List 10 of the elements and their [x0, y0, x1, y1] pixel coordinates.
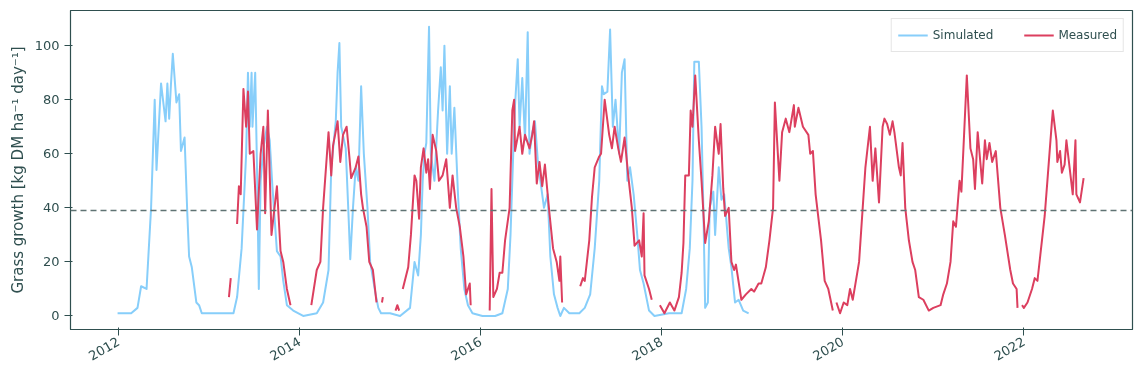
y-tick-label: 40	[42, 200, 60, 216]
y-tick-label: 0	[51, 308, 60, 324]
y-axis-title: Grass growth [kg DM ha⁻¹ day⁻¹]	[8, 46, 27, 294]
y-tick-label: 20	[42, 254, 60, 270]
y-tick-label: 60	[42, 146, 60, 162]
y-tick-label: 100	[34, 38, 60, 54]
y-tick-label: 80	[42, 92, 60, 108]
line-series	[116, 25, 750, 317]
legend-label: Simulated	[932, 28, 994, 42]
legend-label: Measured	[1058, 28, 1117, 42]
